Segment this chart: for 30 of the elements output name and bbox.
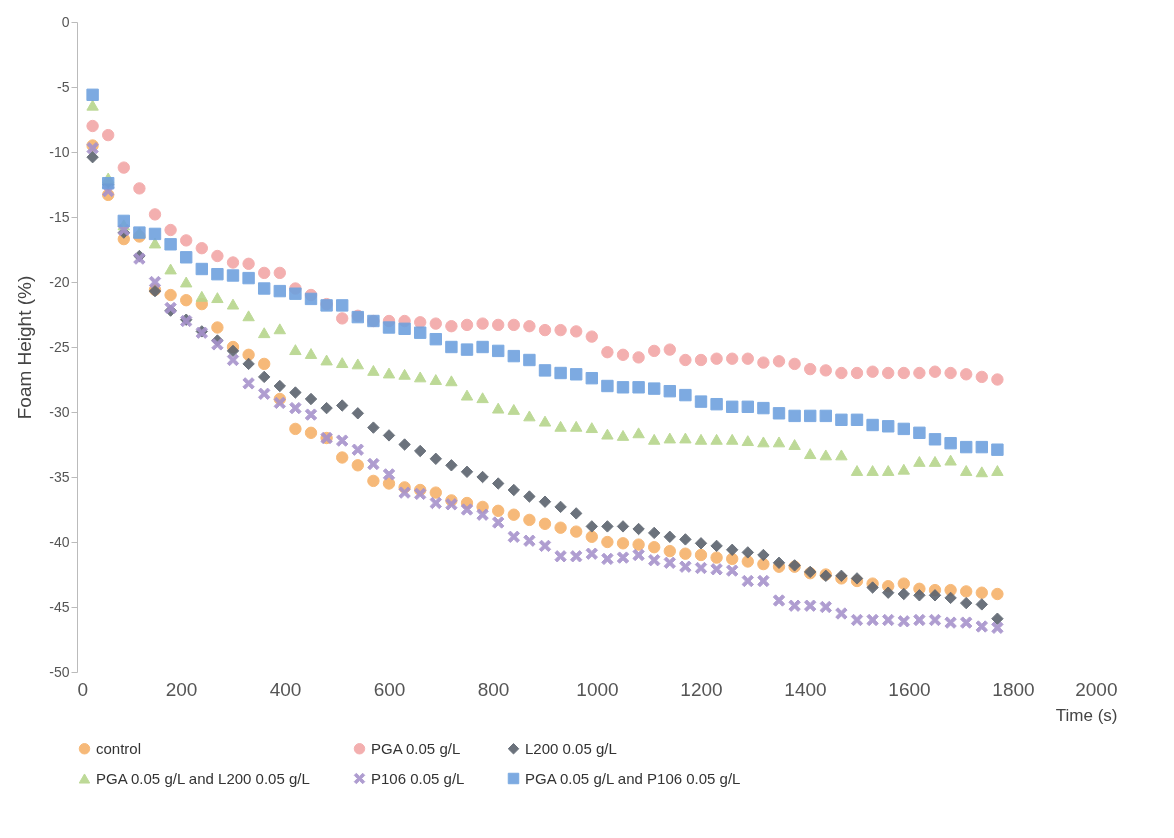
x-tick-label: 600 [373,678,406,700]
legend-label: PGA 0.05 g/L and L200 0.05 g/L [96,769,310,787]
x-axis-title: Time (s) [1055,705,1118,725]
y-tick-label: -45 [49,598,70,615]
y-tick-label: -5 [57,78,70,95]
y-tick-label: -10 [49,143,70,160]
x-tick-label: 400 [269,678,302,700]
x-tick-label: 800 [477,678,510,700]
x-tick-label: 1400 [784,678,827,700]
y-tick-label: -35 [49,468,70,485]
x-tick-label: 0 [77,678,89,700]
y-tick-label: -20 [49,273,70,290]
y-axis-title: Foam Height (%) [14,275,36,420]
x-tick-label: 1200 [680,678,723,700]
legend-label: control [96,739,142,757]
x-tick-label: 2000 [1075,678,1118,700]
legend-label: PGA 0.05 g/L [371,739,461,757]
x-tick-label: 1600 [888,678,931,700]
x-tick-label: 1800 [992,678,1035,700]
legend-label: PGA 0.05 g/L and P106 0.05 g/L [525,769,741,787]
x-tick-label: 200 [165,678,198,700]
x-tick-label: 1000 [576,678,619,700]
legend-label: L200 0.05 g/L [525,739,617,757]
legend-label: P106 0.05 g/L [371,769,465,787]
y-tick-label: -15 [49,208,70,225]
y-tick-label: 0 [61,13,70,30]
y-tick-label: -25 [49,338,70,355]
y-tick-label: -30 [49,403,70,420]
y-tick-label: -40 [49,533,70,550]
y-tick-label: -50 [49,663,70,680]
